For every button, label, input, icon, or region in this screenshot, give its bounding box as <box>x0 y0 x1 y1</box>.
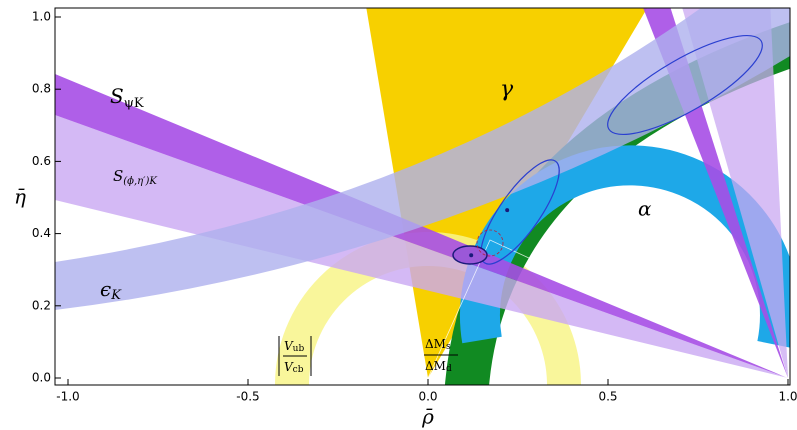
annotation-sub: K <box>110 288 122 303</box>
den-sub: cb <box>293 365 304 375</box>
x-tick-label: 0.5 <box>598 390 617 404</box>
fraction-den: ΔMd <box>425 359 452 374</box>
annotation-main: ϵ <box>100 277 111 301</box>
num: ΔM <box>425 337 446 351</box>
annotation-sub: (ϕ,η′)K <box>123 176 157 187</box>
den: ΔM <box>425 359 446 373</box>
annotation-main: S <box>110 84 124 108</box>
triangle <box>427 239 789 379</box>
y-tick-label: 0.0 <box>32 371 51 385</box>
point <box>469 253 474 258</box>
annotation: γ <box>500 77 514 102</box>
x-axis-label: ρ̄ <box>421 405 434 429</box>
fraction-den: Vcb <box>284 360 304 375</box>
annotation: ϵK <box>100 277 122 303</box>
annotation: SψK <box>110 84 144 111</box>
y-tick-label: 0.4 <box>32 226 51 240</box>
annotation-sub: ψK <box>124 96 144 111</box>
vub-vcb-label: Vub Vcb <box>278 336 312 376</box>
y-axis-label: η̄ <box>14 185 26 209</box>
dm-ratio-label: ΔMs ΔMd <box>424 337 458 374</box>
point <box>505 208 510 213</box>
y-tick-label: 0.8 <box>32 82 51 96</box>
num-sub: ub <box>293 344 305 354</box>
constraint-regions <box>55 8 790 385</box>
den-sub: d <box>446 364 452 374</box>
annotation: α <box>638 197 652 221</box>
x-tick-label: 0.0 <box>418 390 437 404</box>
ticks: -1.0 -0.5 0.0 0.5 1.0 0.0 0.2 0.4 0.6 0.8 1.0 <box>32 10 797 404</box>
y-tick-label: 0.2 <box>32 298 51 312</box>
annotation: S(ϕ,η′)K <box>113 167 157 187</box>
epsilon-k-region <box>55 8 790 310</box>
x-tick-label: -1.0 <box>56 390 79 404</box>
num: V <box>284 339 294 353</box>
fit-ellipse <box>480 159 560 265</box>
fit-ellipse <box>607 34 763 136</box>
marks <box>469 208 510 258</box>
den: V <box>284 360 294 374</box>
plot-frame <box>54 7 791 386</box>
right-dark-wedge <box>643 8 788 378</box>
y-tick-label: 1.0 <box>32 10 51 24</box>
annotation-main: S <box>113 167 123 185</box>
dashed-circle <box>476 229 504 257</box>
x-tick-label: 1.0 <box>778 390 797 404</box>
y-tick-label: 0.6 <box>32 154 51 168</box>
fraction-num: Vub <box>284 339 304 354</box>
num-sub: s <box>446 342 451 352</box>
fraction-num: ΔMs <box>425 337 451 352</box>
x-tick-label: -0.5 <box>236 390 259 404</box>
